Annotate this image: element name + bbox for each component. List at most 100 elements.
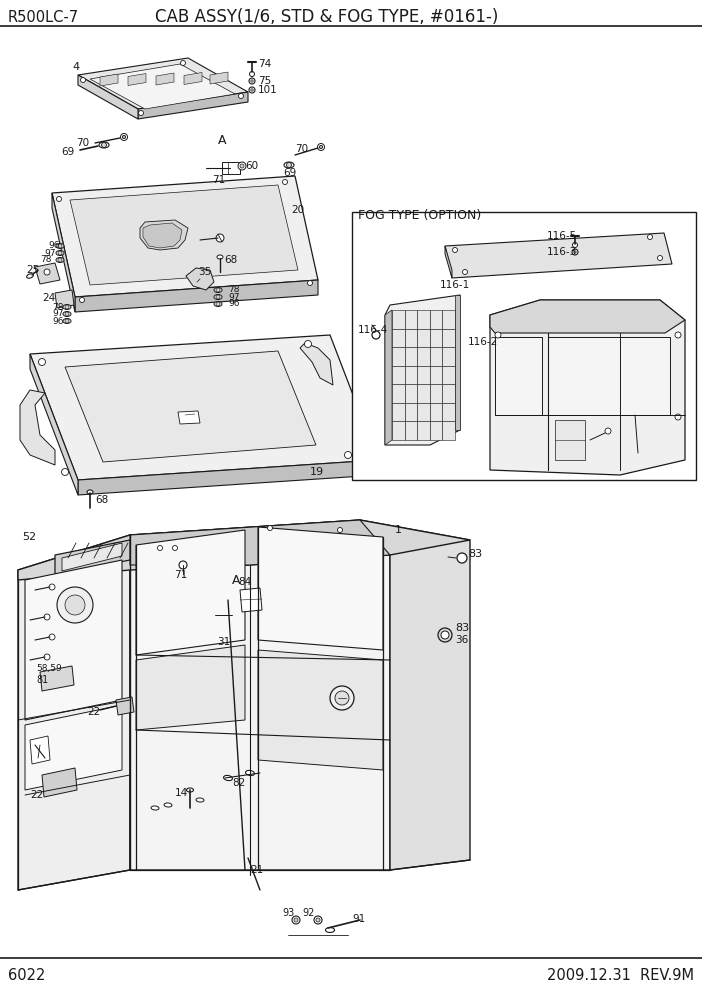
Polygon shape [404,347,417,366]
Text: 70: 70 [76,138,89,148]
Polygon shape [392,328,404,347]
Text: 52: 52 [22,532,36,542]
Ellipse shape [214,295,222,300]
Polygon shape [18,535,130,890]
Polygon shape [35,263,60,284]
Polygon shape [30,335,378,480]
Polygon shape [40,666,74,691]
Polygon shape [52,193,75,312]
Polygon shape [430,328,442,347]
Circle shape [58,244,62,248]
Polygon shape [555,420,585,460]
Polygon shape [417,347,430,366]
Circle shape [65,312,69,316]
Circle shape [58,251,62,255]
Polygon shape [20,390,55,465]
Ellipse shape [187,788,194,792]
Circle shape [239,93,244,98]
Ellipse shape [56,251,64,256]
Circle shape [121,134,128,141]
Text: 116-1: 116-1 [440,280,470,290]
Polygon shape [392,422,404,440]
Circle shape [249,71,255,76]
Polygon shape [392,310,404,328]
Circle shape [495,332,501,338]
Circle shape [81,77,86,82]
Circle shape [463,270,468,275]
Polygon shape [442,347,455,366]
Polygon shape [25,560,122,720]
Polygon shape [392,403,404,422]
Text: 25: 25 [26,265,39,275]
Polygon shape [143,223,182,248]
Text: 91: 91 [352,914,365,924]
Text: 69: 69 [61,147,74,157]
Polygon shape [100,74,118,86]
Circle shape [319,146,322,149]
Text: 97: 97 [228,293,239,302]
Polygon shape [417,422,430,440]
Text: 60: 60 [245,161,258,171]
Text: 21: 21 [250,865,263,875]
Text: FOG TYPE (OPTION): FOG TYPE (OPTION) [358,209,482,222]
Polygon shape [240,588,262,612]
Polygon shape [445,246,452,278]
Circle shape [180,61,185,65]
Polygon shape [78,460,378,495]
Polygon shape [417,328,430,347]
Polygon shape [490,300,685,475]
Polygon shape [404,384,417,403]
Circle shape [49,634,55,640]
Polygon shape [140,220,188,250]
Circle shape [240,164,244,168]
Circle shape [675,414,681,420]
Polygon shape [30,736,50,764]
Circle shape [251,89,253,91]
Circle shape [574,251,576,253]
Ellipse shape [214,302,222,307]
Polygon shape [417,366,430,384]
Polygon shape [495,337,542,415]
Circle shape [49,584,55,590]
Circle shape [282,180,288,185]
Polygon shape [18,520,470,580]
Polygon shape [442,422,455,440]
Text: 14: 14 [175,788,188,798]
Polygon shape [116,697,134,715]
Polygon shape [55,540,130,575]
Polygon shape [65,351,316,462]
Text: 2009.12.31  REV.9M: 2009.12.31 REV.9M [547,967,694,982]
Circle shape [249,87,255,93]
Circle shape [138,110,143,115]
Ellipse shape [99,142,109,148]
Polygon shape [430,384,442,403]
Polygon shape [430,422,442,440]
Polygon shape [360,520,470,870]
Text: 97: 97 [52,310,63,318]
Text: 78: 78 [40,256,51,265]
Polygon shape [430,366,442,384]
Polygon shape [430,403,442,422]
Circle shape [216,295,220,299]
Polygon shape [136,645,245,730]
Polygon shape [30,354,78,495]
Circle shape [658,256,663,261]
Ellipse shape [56,258,64,263]
Polygon shape [75,280,318,312]
Polygon shape [178,411,200,424]
Text: 69: 69 [283,168,296,178]
Polygon shape [130,520,390,565]
Circle shape [56,196,62,201]
Text: A: A [232,573,241,586]
Polygon shape [404,422,417,440]
Polygon shape [430,347,442,366]
Polygon shape [404,328,417,347]
Text: 96: 96 [48,241,60,251]
Text: 92: 92 [302,908,314,918]
Text: CAB ASSY(1/6, STD & FOG TYPE, #0161-): CAB ASSY(1/6, STD & FOG TYPE, #0161-) [155,8,498,26]
Polygon shape [25,705,122,790]
Circle shape [441,631,449,639]
Circle shape [44,614,50,620]
Circle shape [249,78,255,84]
Ellipse shape [326,928,334,932]
